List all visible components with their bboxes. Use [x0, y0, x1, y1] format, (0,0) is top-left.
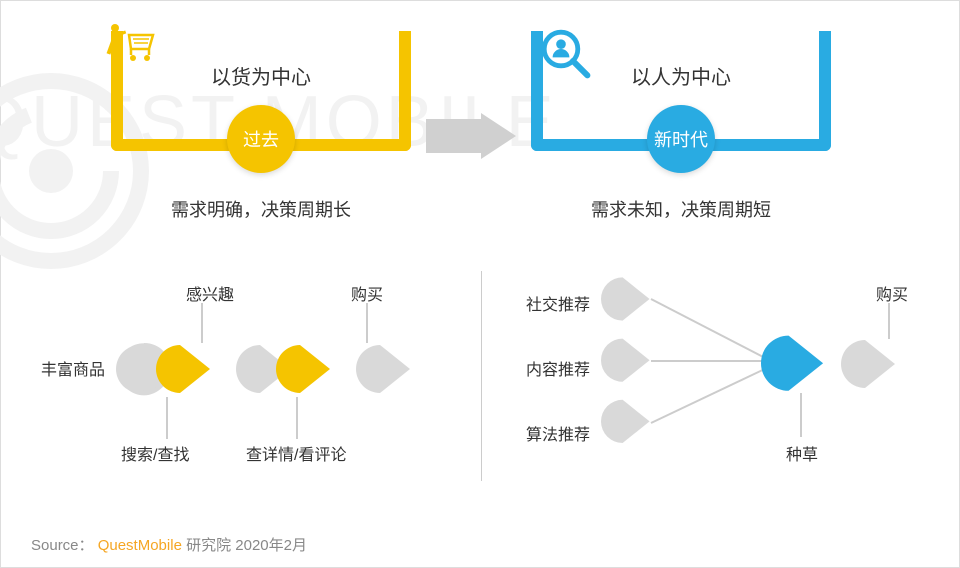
bracket-left-shape: 以货为中心 过去	[111, 31, 411, 151]
flow-right: 社交推荐 内容推荐 算法推荐 种草 购买	[511, 281, 931, 481]
label-left-bot2: 查详情/看评论	[246, 441, 346, 465]
caption-left: 需求明确，决策周期长	[111, 196, 411, 222]
bottom-section: 丰富商品 感兴趣 购买 搜索/查找 查详情/看评论	[1, 261, 959, 521]
bracket-right: 以人为中心 新时代	[531, 31, 831, 151]
arrow-icon	[426, 113, 516, 159]
connector	[201, 303, 203, 343]
badge-right-label: 新时代	[654, 126, 708, 152]
source-prefix: Source：	[31, 537, 94, 554]
bracket-right-shape: 以人为中心 新时代	[531, 31, 831, 151]
badge-right: 新时代	[647, 105, 715, 173]
source-brand: QuestMobile	[98, 537, 182, 554]
connector	[366, 303, 368, 343]
label-left-start: 丰富商品	[41, 356, 105, 380]
badge-left: 过去	[227, 105, 295, 173]
connector	[166, 397, 168, 439]
connector	[296, 397, 298, 439]
flow-left-drops	[116, 341, 436, 401]
title-right: 以人为中心	[543, 61, 819, 90]
label-left-top1: 感兴趣	[186, 281, 234, 305]
caption-right: 需求未知，决策周期短	[531, 196, 831, 222]
title-left: 以货为中心	[123, 61, 399, 90]
flow-left: 丰富商品 感兴趣 购买 搜索/查找 查详情/看评论	[41, 281, 461, 481]
source-line: Source： QuestMobile 研究院 2020年2月	[31, 534, 307, 555]
badge-left-label: 过去	[243, 126, 279, 152]
bracket-left: 以货为中心 过去	[111, 31, 411, 151]
vertical-divider	[481, 271, 482, 481]
label-left-bot1: 搜索/查找	[121, 441, 189, 465]
label-left-top2: 购买	[351, 281, 383, 305]
flow-right-svg	[511, 281, 931, 481]
top-section: 以货为中心 过去 需求明确，决策周期长 以人为中心 新时代 需求未知，决策周期短	[1, 1, 959, 261]
source-suffix: 研究院 2020年2月	[186, 537, 307, 554]
